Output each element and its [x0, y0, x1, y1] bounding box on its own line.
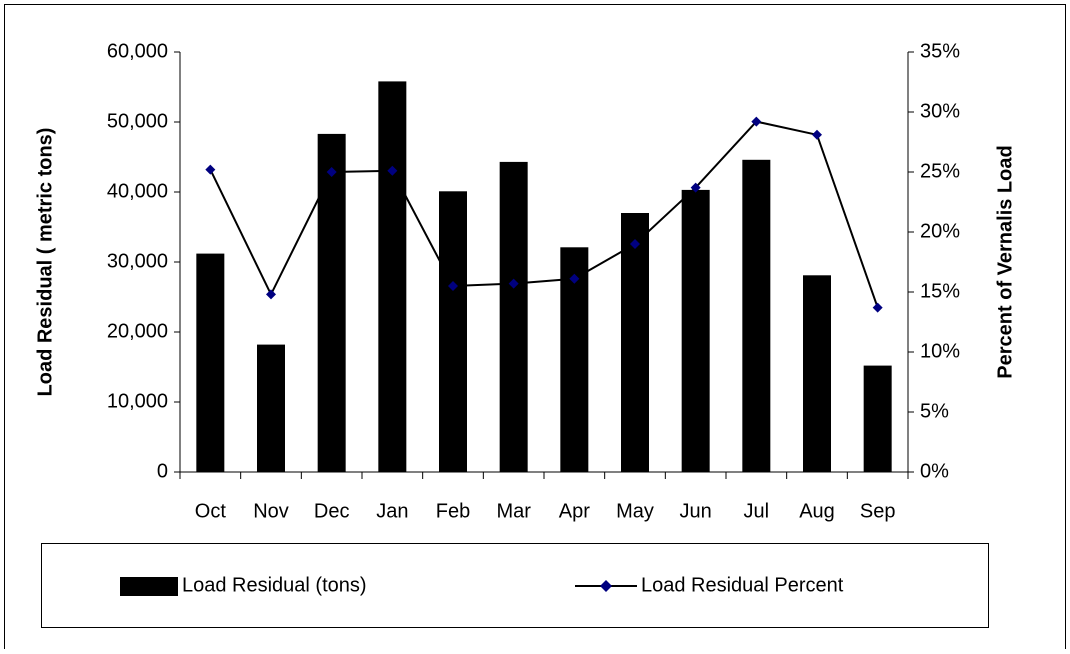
marker — [205, 164, 216, 175]
legend-box — [41, 543, 989, 628]
y2-tick-label: 20% — [920, 220, 960, 242]
marker — [266, 289, 276, 300]
legend-swatch — [120, 577, 178, 596]
bar — [803, 275, 831, 472]
x-tick-label: Feb — [436, 500, 470, 522]
x-tick-label: Jul — [744, 500, 770, 522]
y2-tick-label: 5% — [920, 400, 949, 422]
y2-tick-label: 10% — [920, 340, 960, 362]
marker — [569, 273, 580, 284]
legend-label: Load Residual Percent — [641, 574, 844, 596]
chart-frame — [4, 4, 1066, 654]
x-tick-label: Mar — [496, 500, 531, 522]
y-tick-label: 10,000 — [107, 390, 168, 412]
line — [209, 120, 879, 308]
marker — [387, 165, 398, 176]
legend-marker — [600, 580, 612, 592]
bar — [439, 191, 467, 473]
y2-tick-label: 25% — [920, 160, 960, 182]
y-axis-title: Load Residual ( metric tons) — [34, 128, 56, 397]
marker — [508, 278, 519, 289]
bar — [196, 253, 225, 472]
bar — [257, 344, 285, 472]
marker — [448, 281, 458, 291]
marker — [326, 167, 337, 177]
x-tick-label: Jun — [680, 500, 712, 522]
legend-label: Load Residual (tons) — [182, 574, 367, 596]
bar — [317, 133, 346, 472]
y2-tick-label: 15% — [920, 280, 960, 302]
bar — [621, 213, 649, 472]
marker — [630, 239, 640, 249]
x-tick-label: Jan — [376, 500, 408, 522]
bar — [560, 247, 589, 472]
x-tick-label: Nov — [253, 500, 289, 522]
x-tick-label: Oct — [195, 500, 227, 522]
x-tick-label: Dec — [314, 500, 350, 522]
y-tick-label: 20,000 — [107, 320, 168, 342]
y2-axis-title: Percent of Vernalis Load — [994, 145, 1016, 378]
y-tick-label: 40,000 — [107, 180, 168, 202]
bar — [499, 161, 528, 472]
x-tick-label: Aug — [799, 500, 835, 522]
marker — [812, 129, 822, 140]
bar — [863, 365, 892, 472]
y-tick-label: 30,000 — [107, 250, 168, 272]
bar — [378, 81, 407, 473]
y2-tick-label: 35% — [920, 40, 960, 62]
x-tick-label: Sep — [860, 500, 896, 522]
x-tick-label: May — [616, 500, 654, 522]
y-tick-label: 60,000 — [107, 40, 168, 62]
x-tick-label: Apr — [559, 500, 590, 522]
y2-tick-label: 30% — [920, 100, 960, 122]
marker — [872, 302, 883, 313]
y-tick-label: 0 — [157, 460, 168, 482]
bar — [681, 189, 710, 472]
marker — [690, 182, 701, 193]
y-tick-label: 50,000 — [107, 110, 168, 132]
bar — [742, 159, 771, 473]
marker — [751, 116, 762, 127]
y2-tick-label: 0% — [920, 460, 949, 482]
